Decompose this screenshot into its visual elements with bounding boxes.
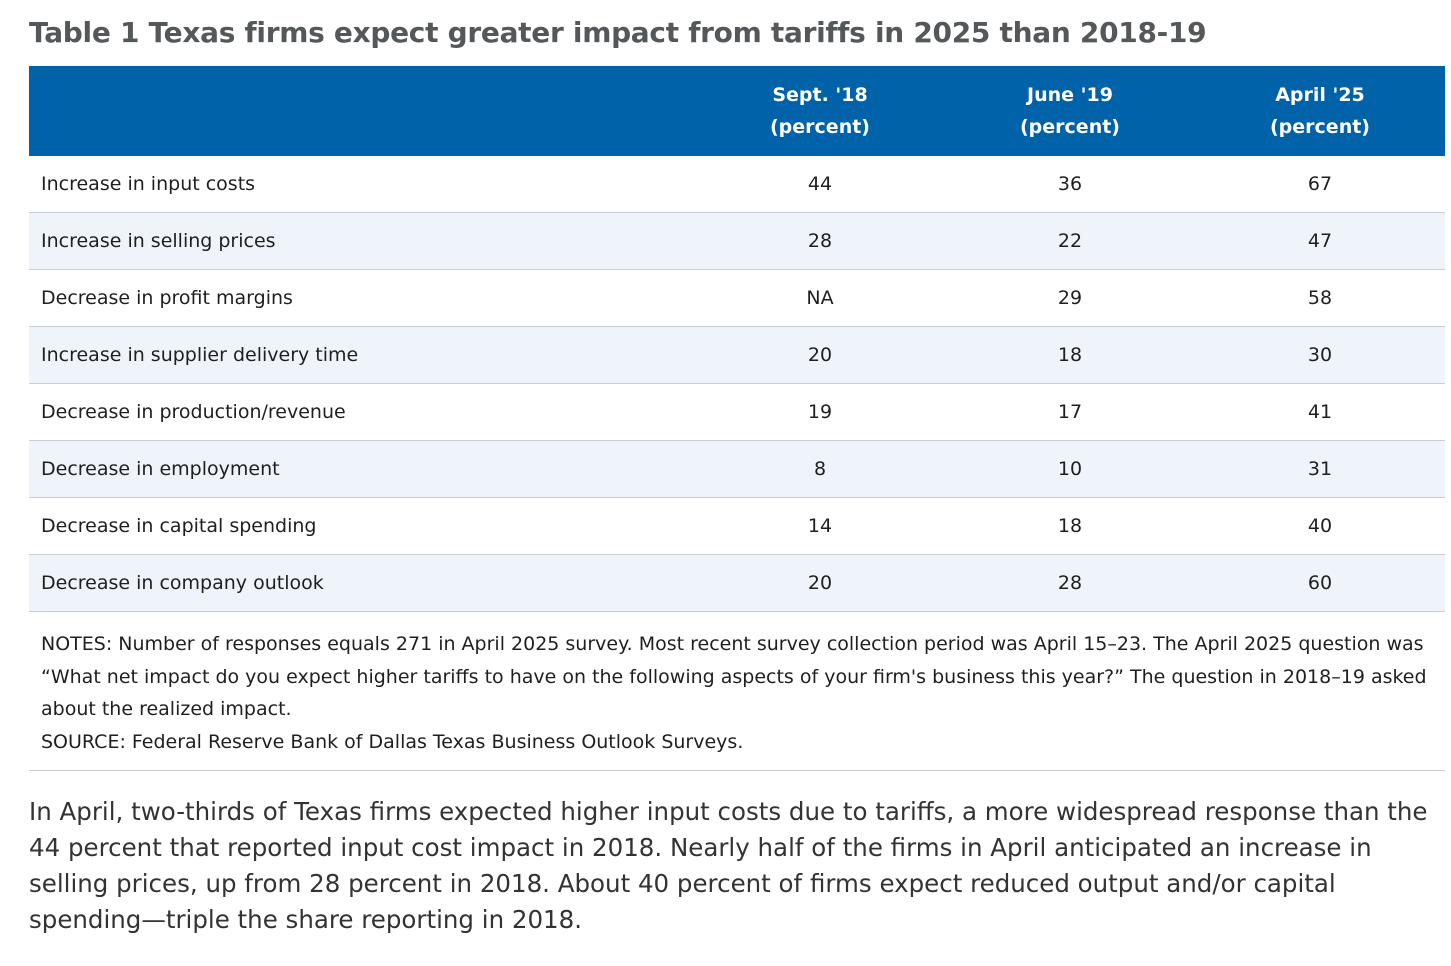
table-header-row: Sept. '18 (percent) June '19 (percent) A… xyxy=(29,66,1445,156)
cell-april-25: 40 xyxy=(1195,497,1445,555)
cell-sept-18: 8 xyxy=(695,440,945,498)
header-june-19: June '19 (percent) xyxy=(945,66,1195,156)
row-label: Increase in selling prices xyxy=(29,212,695,270)
cell-april-25: 30 xyxy=(1195,326,1445,384)
table-title: Table 1 Texas firms expect greater impac… xyxy=(29,16,1207,49)
cell-sept-18: 14 xyxy=(695,497,945,555)
cell-sept-18: 20 xyxy=(695,326,945,384)
header-unit: (percent) xyxy=(1020,116,1120,138)
cell-june-19: 17 xyxy=(945,383,1195,441)
table-row: Decrease in profit margins NA 29 58 xyxy=(29,269,1445,327)
cell-sept-18: 19 xyxy=(695,383,945,441)
cell-june-19: 10 xyxy=(945,440,1195,498)
row-label: Increase in supplier delivery time xyxy=(29,326,695,384)
row-label: Decrease in employment xyxy=(29,440,695,498)
table-row: Decrease in company outlook 20 28 60 xyxy=(29,554,1445,612)
cell-sept-18: 44 xyxy=(695,156,945,213)
table-notes: NOTES: Number of responses equals 271 in… xyxy=(41,628,1431,758)
cell-april-25: 58 xyxy=(1195,269,1445,327)
table-row: Decrease in employment 8 10 31 xyxy=(29,440,1445,498)
header-period: June '19 xyxy=(1027,84,1113,106)
cell-june-19: 22 xyxy=(945,212,1195,270)
header-unit: (percent) xyxy=(1270,116,1370,138)
cell-june-19: 18 xyxy=(945,326,1195,384)
table-row: Decrease in production/revenue 19 17 41 xyxy=(29,383,1445,441)
row-label: Decrease in capital spending xyxy=(29,497,695,555)
row-label: Decrease in production/revenue xyxy=(29,383,695,441)
tariff-impact-table: Sept. '18 (percent) June '19 (percent) A… xyxy=(29,66,1445,612)
data-table-container: Sept. '18 (percent) June '19 (percent) A… xyxy=(29,66,1445,612)
cell-april-25: 41 xyxy=(1195,383,1445,441)
cell-april-25: 60 xyxy=(1195,554,1445,612)
header-unit: (percent) xyxy=(770,116,870,138)
row-label: Increase in input costs xyxy=(29,156,695,213)
table-row: Increase in selling prices 28 22 47 xyxy=(29,212,1445,270)
cell-april-25: 67 xyxy=(1195,156,1445,213)
cell-april-25: 31 xyxy=(1195,440,1445,498)
cell-june-19: 28 xyxy=(945,554,1195,612)
divider xyxy=(29,770,1445,771)
body-paragraph: In April, two-thirds of Texas firms expe… xyxy=(29,797,1428,934)
table-row: Increase in input costs 44 36 67 xyxy=(29,156,1445,213)
header-period: April '25 xyxy=(1275,84,1365,106)
table-row: Decrease in capital spending 14 18 40 xyxy=(29,497,1445,555)
cell-june-19: 29 xyxy=(945,269,1195,327)
source-text: SOURCE: Federal Reserve Bank of Dallas T… xyxy=(41,730,744,753)
cell-june-19: 18 xyxy=(945,497,1195,555)
cell-sept-18: 28 xyxy=(695,212,945,270)
notes-text: NOTES: Number of responses equals 271 in… xyxy=(41,633,1427,720)
header-april-25: April '25 (percent) xyxy=(1195,66,1445,156)
header-period: Sept. '18 xyxy=(772,84,868,106)
cell-sept-18: 20 xyxy=(695,554,945,612)
row-label: Decrease in profit margins xyxy=(29,269,695,327)
header-sept-18: Sept. '18 (percent) xyxy=(695,66,945,156)
table-row: Increase in supplier delivery time 20 18… xyxy=(29,326,1445,384)
cell-sept-18: NA xyxy=(695,269,945,327)
cell-june-19: 36 xyxy=(945,156,1195,213)
header-label-column xyxy=(29,66,695,156)
cell-april-25: 47 xyxy=(1195,212,1445,270)
row-label: Decrease in company outlook xyxy=(29,554,695,612)
